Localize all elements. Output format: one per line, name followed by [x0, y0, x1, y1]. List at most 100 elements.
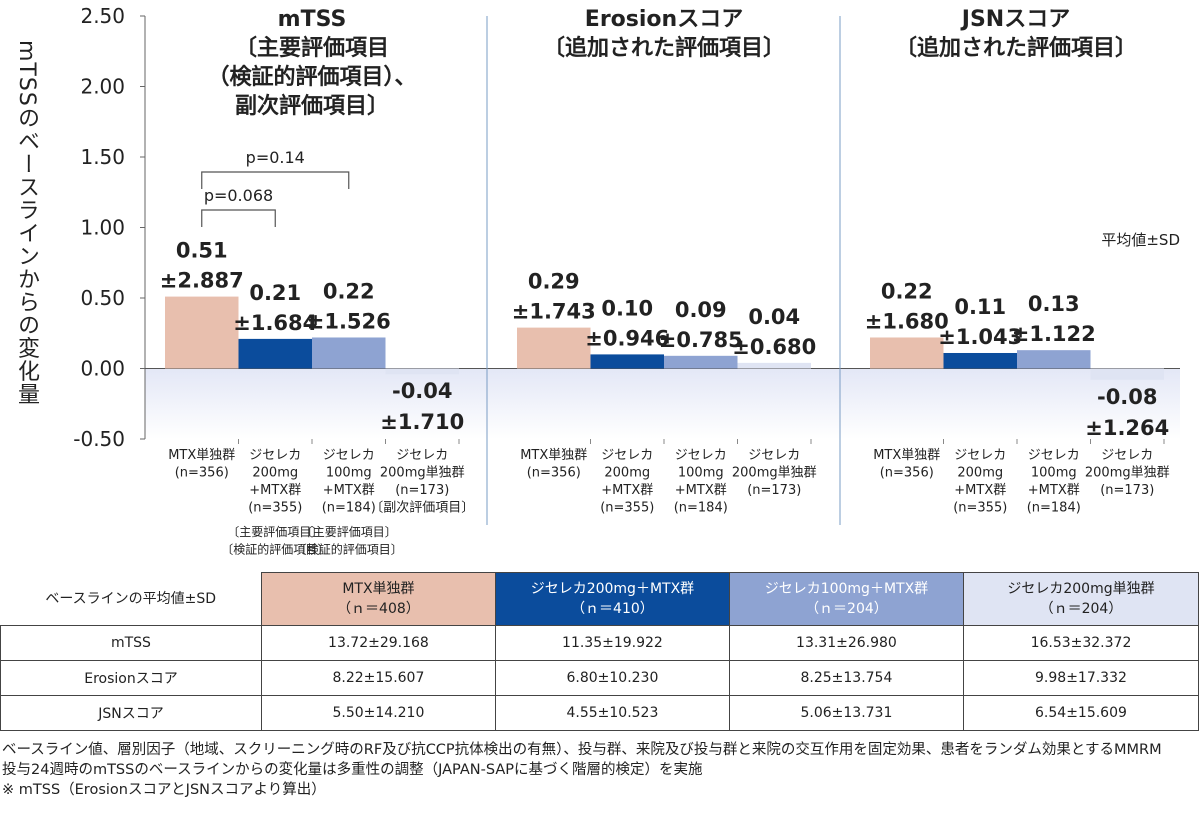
bar-chart: 2.50 2.00 1.50 1.00 0.50 0.00 -0.50 mTSS 〔主要評価項目…: [73, 4, 1180, 557]
y-tick-label: 1.00: [80, 216, 125, 240]
y-axis-title: mTSSのベースラインからの変化量: [14, 40, 39, 406]
group-label: (n=184): [322, 501, 376, 516]
group-note: 〔主要評価項目〕: [227, 524, 323, 539]
bar-value-label: 0.22: [881, 279, 933, 303]
header-mtx-name: MTX単独群: [342, 581, 415, 597]
group-label: (n=355): [248, 501, 302, 516]
bar: [312, 337, 386, 369]
bar: [165, 296, 239, 369]
header-jyseleca-100-mtx: ジセレカ100mg＋MTX群 （ｎ＝204）: [728, 572, 964, 626]
group-label: +MTX群: [1028, 483, 1080, 498]
group-label: 200mg: [604, 466, 650, 481]
baseline-table-header-row: ベースラインの平均値±SD MTX単独群 （ｎ＝408） ジセレカ200mg＋M…: [1, 572, 1200, 626]
bar: [737, 362, 811, 369]
table-row: Erosionスコア 8.22±15.607 6.80±10.230 8.25±…: [0, 660, 1200, 696]
group-note: 〔検証的評価項目〕: [221, 542, 329, 557]
header-mtx: MTX単独群 （ｎ＝408）: [260, 572, 496, 626]
pvalue-label: p=0.14: [246, 148, 305, 167]
table-cell: 16.53±32.372: [962, 625, 1200, 661]
bar-sd-label: ±2.887: [160, 269, 244, 293]
bar-value-label: 0.09: [675, 298, 727, 322]
group-label: +MTX群: [675, 483, 727, 498]
group-label: ジセレカ: [323, 448, 375, 463]
group-label: (n=356): [175, 466, 229, 481]
bar-sd-label: ±1.122: [1012, 322, 1096, 346]
group-label: (n=356): [527, 466, 581, 481]
bar-sd-label: ±1.526: [307, 309, 391, 333]
header-jyseleca-200-mono-name: ジセレカ200mg単独群: [1007, 581, 1155, 597]
bar: [385, 368, 459, 375]
group-label: 〔副次評価項目〕: [370, 500, 474, 516]
group-label: 100mg: [326, 466, 372, 481]
group-label: (n=173): [747, 483, 801, 498]
bar: [943, 352, 1017, 369]
panel-title: 副次評価項目〕: [235, 93, 389, 119]
group-label: MTX単独群: [168, 447, 235, 463]
header-jyseleca-100-mtx-n: （ｎ＝204）: [805, 601, 888, 617]
bar-sd-label: ±1.710: [380, 410, 464, 434]
group-label: 200mg: [957, 466, 1003, 481]
group-label: 200mg単独群: [380, 465, 465, 481]
bar: [664, 355, 738, 369]
bar: [590, 354, 664, 369]
bar-value-label: 0.22: [323, 279, 375, 303]
bar-value-label: 0.11: [954, 295, 1006, 319]
header-jyseleca-200-mtx: ジセレカ200mg＋MTX群 （ｎ＝410）: [494, 572, 730, 626]
group-note: 〔主要評価項目〕: [301, 524, 397, 539]
panel-title: JSNスコア: [960, 7, 1070, 32]
table-cell: 6.80±10.230: [494, 660, 730, 696]
group-note: 〔検証的評価項目〕: [295, 542, 403, 557]
bar-sd-label: ±1.743: [512, 300, 596, 324]
pvalue-label: p=0.068: [204, 186, 273, 205]
y-tick-label: -0.50: [73, 427, 125, 451]
group-label: ジセレカ: [675, 448, 727, 463]
group-label: 100mg: [678, 466, 724, 481]
panel-title: Erosionスコア: [585, 7, 743, 32]
table-row: JSNスコア 5.50±14.210 4.55±10.523 5.06±13.7…: [0, 695, 1200, 731]
group-label: +MTX群: [601, 483, 653, 498]
table-cell: 4.55±10.523: [494, 695, 730, 731]
group-label: (n=356): [880, 466, 934, 481]
group-label: ジセレカ: [249, 448, 301, 463]
footnote-2: 投与24週時のmTSSのベースラインからの変化量は多重性の調整（JAPAN-SA…: [2, 762, 703, 778]
bar-value-label: 0.04: [748, 305, 800, 329]
group-label: ジセレカ: [1028, 448, 1080, 463]
bar-sd-label: ±1.264: [1085, 416, 1169, 440]
group-label: (n=355): [953, 501, 1007, 516]
group-label: +MTX群: [954, 483, 1006, 498]
baseline-table-corner: ベースラインの平均値±SD: [45, 590, 217, 607]
bar-sd-label: ±1.043: [938, 325, 1022, 349]
group-label: (n=184): [674, 501, 728, 516]
pvalue-bracket: [201, 209, 276, 227]
footnotes: ベースライン値、層別因子（地域、スクリーニング時のRF及び抗CCP抗体検出の有無…: [2, 740, 1198, 800]
group-label: 100mg: [1031, 466, 1077, 481]
pvalue-bracket: [201, 171, 350, 189]
bar-value-label: -0.04: [392, 379, 453, 403]
bar: [517, 327, 591, 369]
y-tick-label: 0.00: [80, 357, 125, 381]
group-label: ジセレカ: [954, 448, 1006, 463]
group-label: (n=173): [1100, 483, 1154, 498]
y-tick-label: 2.50: [80, 4, 125, 28]
bar-value-label: 0.29: [528, 270, 580, 294]
sd-annotation: 平均値±SD: [1101, 231, 1180, 249]
bar-sd-label: ±0.946: [585, 326, 669, 350]
negative-region: [145, 368, 1180, 439]
group-label: (n=173): [395, 483, 449, 498]
bar-value-label: 0.51: [176, 239, 228, 263]
header-mtx-n: （ｎ＝408）: [337, 601, 420, 617]
group-label: ジセレカ: [748, 448, 800, 463]
bar-sd-label: ±0.785: [659, 328, 743, 352]
footnote-1: ベースライン値、層別因子（地域、スクリーニング時のRF及び抗CCP抗体検出の有無…: [2, 742, 1162, 758]
group-label: ジセレカ: [601, 448, 653, 463]
bar-value-label: -0.08: [1097, 385, 1158, 409]
bar: [1017, 350, 1091, 369]
table-row: mTSS 13.72±29.168 11.35±19.922 13.31±26.…: [0, 625, 1200, 661]
panel-title: 〔主要評価項目: [235, 35, 389, 61]
bar-sd-label: ±0.680: [732, 335, 816, 359]
header-jyseleca-200-mtx-name: ジセレカ200mg＋MTX群: [530, 581, 695, 597]
row-label: mTSS: [0, 625, 262, 661]
group-label: MTX単独群: [873, 447, 940, 463]
group-label: 200mg単独群: [1085, 465, 1170, 481]
panel-title: 〔追加された評価項目〕: [543, 35, 785, 61]
